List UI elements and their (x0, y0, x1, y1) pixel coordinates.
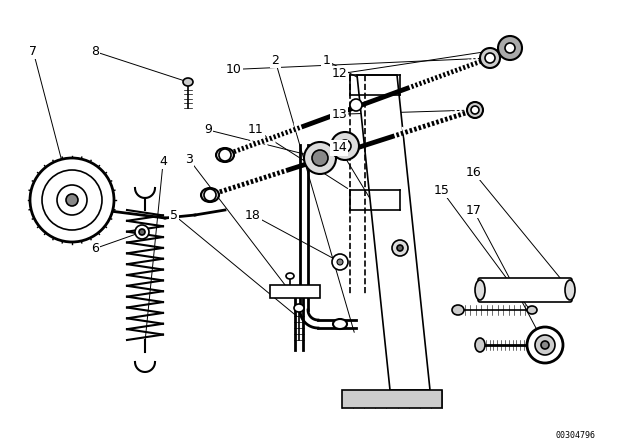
Circle shape (312, 150, 328, 166)
Circle shape (304, 142, 336, 174)
Text: 16: 16 (466, 166, 481, 179)
Circle shape (392, 240, 408, 256)
Text: 6: 6 (91, 242, 99, 255)
Ellipse shape (294, 304, 304, 312)
Circle shape (30, 158, 114, 242)
Ellipse shape (201, 188, 219, 202)
Circle shape (541, 341, 549, 349)
Text: 9: 9 (204, 123, 212, 137)
Ellipse shape (475, 338, 485, 352)
Ellipse shape (475, 280, 485, 300)
Circle shape (135, 225, 149, 239)
Circle shape (535, 335, 555, 355)
Text: 7: 7 (29, 45, 37, 58)
Text: 4: 4 (159, 155, 167, 168)
Text: 15: 15 (434, 184, 449, 197)
Ellipse shape (183, 78, 193, 86)
Ellipse shape (216, 148, 234, 162)
Circle shape (498, 36, 522, 60)
Text: 5: 5 (170, 208, 178, 222)
Ellipse shape (286, 273, 294, 279)
Ellipse shape (565, 280, 575, 300)
Polygon shape (342, 390, 442, 408)
Circle shape (505, 43, 515, 53)
Circle shape (397, 245, 403, 251)
Ellipse shape (333, 319, 347, 329)
Text: 8: 8 (91, 45, 99, 58)
Text: 13: 13 (332, 108, 347, 121)
Polygon shape (357, 75, 430, 390)
Text: 18: 18 (245, 208, 260, 222)
Polygon shape (270, 285, 320, 298)
Circle shape (139, 229, 145, 235)
Circle shape (350, 99, 362, 111)
Circle shape (66, 194, 78, 206)
Circle shape (204, 189, 216, 201)
Circle shape (527, 327, 563, 363)
Text: 10: 10 (226, 63, 241, 76)
Text: 12: 12 (332, 67, 347, 81)
Circle shape (332, 254, 348, 270)
Text: 3: 3 (185, 152, 193, 166)
Circle shape (480, 48, 500, 68)
Circle shape (467, 102, 483, 118)
Circle shape (471, 106, 479, 114)
Circle shape (339, 140, 351, 152)
Circle shape (337, 259, 343, 265)
Circle shape (57, 185, 87, 215)
Text: 14: 14 (332, 141, 347, 155)
Text: 17: 17 (466, 204, 481, 217)
FancyBboxPatch shape (478, 278, 572, 302)
Text: 00304796: 00304796 (555, 431, 595, 439)
Text: 11: 11 (248, 123, 264, 137)
Circle shape (485, 53, 495, 63)
Circle shape (219, 149, 231, 161)
Circle shape (331, 132, 359, 160)
Ellipse shape (452, 305, 464, 315)
Ellipse shape (527, 306, 537, 314)
Text: 1: 1 (323, 54, 330, 67)
Circle shape (42, 170, 102, 230)
Text: 2: 2 (271, 54, 279, 67)
